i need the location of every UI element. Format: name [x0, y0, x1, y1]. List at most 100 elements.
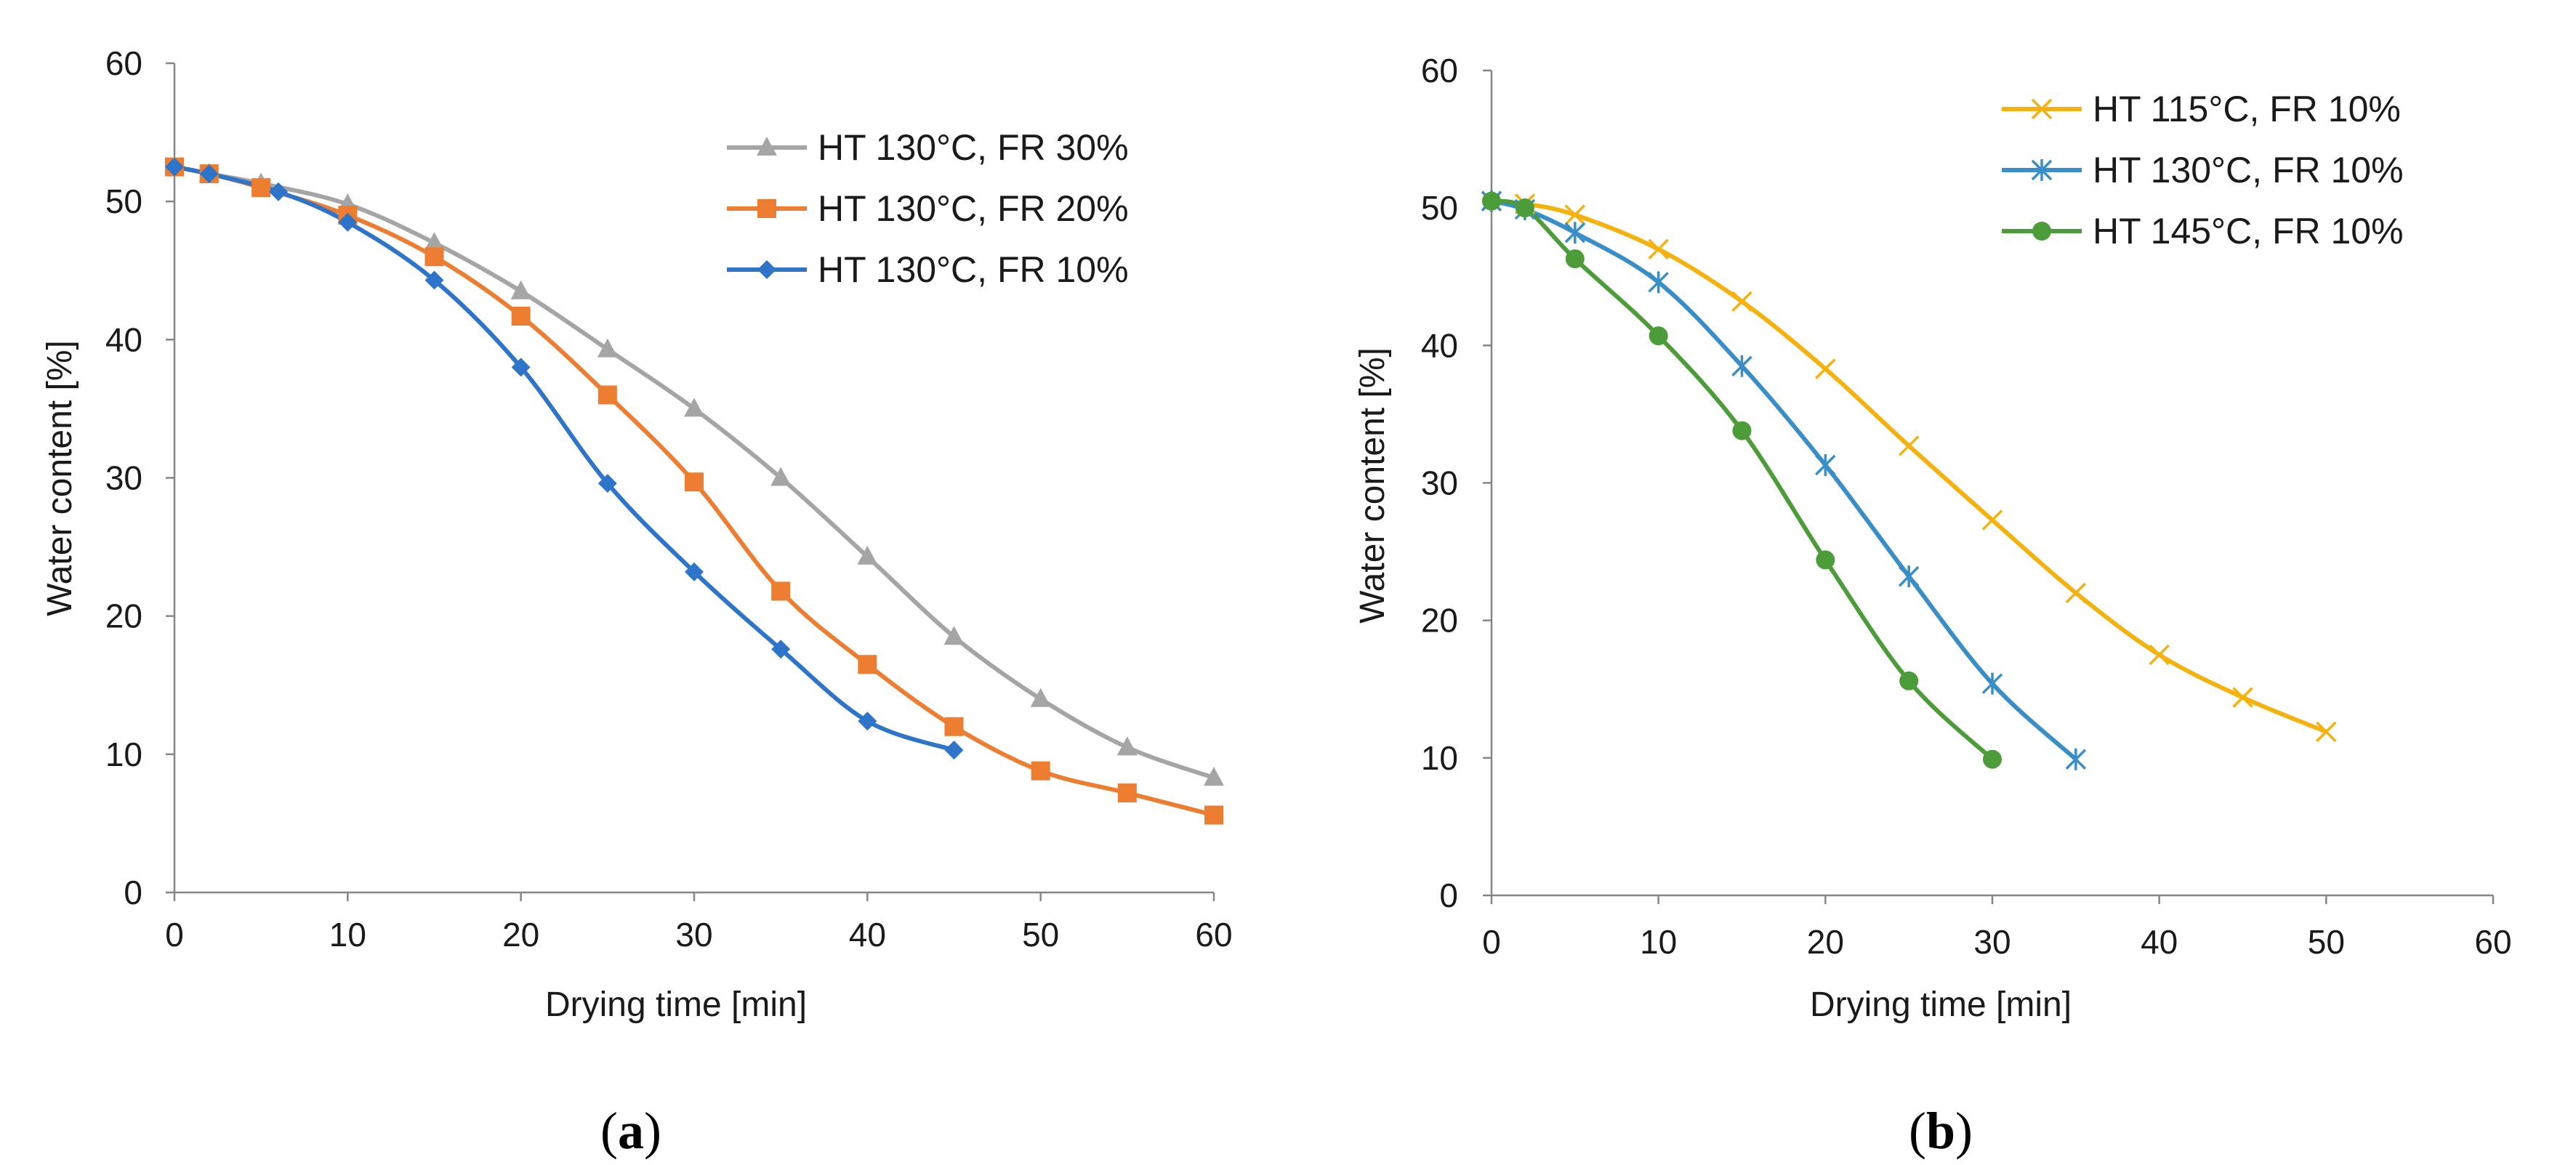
chart-a-series-2-point: [199, 164, 219, 184]
chart-a-x-tick-label: 30: [675, 916, 712, 954]
chart-b-series-1-point: [1898, 565, 1920, 588]
chart-a-series-0-point: [510, 280, 531, 299]
chart-a-y-tick-label: 40: [105, 321, 142, 358]
chart-b-series-0-point: [2316, 721, 2337, 743]
chart-a-x-tick-label: 0: [165, 916, 184, 954]
panel-label-a-letter: a: [618, 1102, 644, 1160]
chart-b-series-2-point: [1649, 326, 1668, 346]
chart-b-y-tick-label: 30: [1421, 464, 1458, 502]
chart-b-series-0-point: [1815, 358, 1836, 379]
chart-b-legend-marker-0: [2031, 98, 2053, 120]
chart-b-x-tick-label: 20: [1807, 923, 1844, 961]
chart-a-series-0-point: [1030, 688, 1051, 707]
chart-a-y-tick-label: 10: [105, 735, 142, 773]
chart-b-series-2-point: [1732, 421, 1752, 440]
chart-a-series-2-point: [771, 640, 791, 659]
chart-b-series-0-point: [1898, 435, 1920, 456]
chart-b-x-tick-label: 60: [2474, 923, 2511, 961]
chart-a-series-2-point: [858, 712, 877, 731]
chart-b-x-tick-label: 10: [1640, 923, 1677, 961]
chart-b-series-0-point: [1731, 291, 1752, 313]
chart-b-y-tick-label: 60: [1421, 52, 1458, 89]
chart-b-y-tick-label: 20: [1421, 602, 1458, 640]
chart-a-series-2-point: [685, 562, 704, 581]
chart-b-series-1-point: [1648, 271, 1669, 294]
chart-b-series-1-point: [1731, 355, 1752, 377]
chart-b-series-0-point: [2232, 687, 2253, 708]
chart-a-series-1-point: [944, 717, 964, 736]
chart-b-legend-marker-2: [2032, 222, 2051, 241]
chart-a-series-1-point: [685, 472, 704, 492]
chart-a-series-0-point: [857, 545, 878, 565]
chart-a-markers: [164, 156, 1224, 825]
chart-panel-a: 0 10 20 30 40 50 60 0 10 20 30 40 50 60 Drying time […: [41, 44, 1233, 1160]
chart-b-legend-marker-1: [2031, 159, 2053, 181]
chart-b-series-line-1: [1489, 198, 2078, 762]
chart-b-markers: [1481, 190, 2337, 770]
chart-b-x-tick-label: 50: [2308, 923, 2345, 961]
chart-a-legend-label-0: HT 130°C, FR 30%: [818, 127, 1129, 168]
chart-a-series-0-point: [684, 398, 704, 417]
chart-a-legend-marker-2: [757, 260, 776, 279]
chart-a-y-axis-label: Water content [%]: [41, 340, 79, 616]
chart-b-series-2-point: [1816, 550, 1835, 570]
chart-a-ticks: 0 10 20 30 40 50 60 0 10 20 30 40 50 60: [105, 44, 1233, 954]
chart-a-series-1-point: [1117, 783, 1137, 803]
chart-b-series-0-point: [2149, 644, 2170, 666]
chart-a-series-0-point: [770, 467, 792, 486]
chart-a-x-tick-label: 60: [1195, 916, 1232, 954]
chart-b-y-tick-label: 50: [1421, 189, 1458, 227]
chart-a-y-tick-label: 50: [105, 182, 142, 220]
chart-b-y-tick-label: 40: [1421, 326, 1458, 364]
chart-a-y-tick-label: 60: [105, 44, 142, 82]
chart-a-series-2-point: [424, 270, 444, 290]
chart-b-series-line-0: [1489, 198, 2329, 734]
chart-a-series-2-point: [944, 741, 964, 760]
chart-b-series-1-point: [2065, 748, 2087, 770]
chart-a-series-0-point: [1204, 767, 1224, 786]
chart-a-series-2-point: [165, 157, 184, 177]
panel-label-a: (a): [600, 1102, 661, 1160]
chart-b-x-tick-label: 40: [2141, 923, 2178, 961]
chart-a-legend-label-1: HT 130°C, FR 20%: [818, 188, 1129, 229]
chart-a-y-tick-label: 20: [105, 597, 142, 635]
chart-a-x-tick-label: 40: [849, 916, 886, 954]
chart-a-series-0-point: [424, 232, 445, 251]
chart-a-series-2-point: [511, 358, 531, 377]
chart-a-series-1-point: [511, 307, 531, 326]
chart-b-series-0-point: [1564, 204, 1586, 225]
chart-a-series-0-point: [597, 338, 618, 358]
chart-b-y-tick-label: 10: [1421, 739, 1458, 777]
chart-a-y-tick-label: 0: [124, 874, 142, 911]
chart-a-x-axis-label: Drying time [min]: [545, 985, 807, 1024]
chart-a-legend-marker-1: [757, 199, 776, 218]
panel-label-b: (b): [1909, 1102, 1973, 1160]
chart-a-series-2-point: [597, 474, 617, 493]
chart-b-legend-label-0: HT 115°C, FR 10%: [2093, 89, 2401, 129]
chart-b-series-2-point: [1515, 198, 1534, 218]
chart-a-series-line-1: [172, 164, 1216, 818]
chart-a-series-1-point: [424, 247, 444, 267]
chart-a-series-2-point: [269, 182, 288, 201]
chart-a-x-tick-label: 10: [329, 916, 366, 954]
chart-b-legend-label-1: HT 130°C, FR 10%: [2093, 150, 2404, 190]
chart-b-series-2-point: [1565, 249, 1585, 269]
chart-a-series-1-point: [1204, 805, 1223, 825]
chart-a-legend-marker-0: [757, 137, 777, 156]
chart-b-series-1-point: [1564, 222, 1586, 244]
chart-a-series-0-point: [1116, 736, 1138, 756]
chart-a-x-tick-label: 50: [1022, 916, 1059, 954]
chart-b-x-tick-label: 30: [1973, 923, 2011, 961]
chart-b-ticks: 0 10 20 30 40 50 60 0 10 20 30 40 50 60: [1421, 52, 2512, 961]
chart-b-y-axis-label: Water content [%]: [1353, 347, 1392, 624]
chart-a-x-tick-label: 20: [502, 916, 539, 954]
chart-b-series-0-point: [1648, 238, 1669, 260]
chart-a-series-0-point: [943, 626, 965, 645]
chart-b-series-2-point: [1482, 191, 1501, 211]
chart-a-legend: HT 130°C, FR 30% HT 130°C, FR 20% HT 130°C…: [727, 127, 1129, 290]
chart-b-x-tick-label: 0: [1482, 923, 1501, 961]
chart-a-series-1-point: [771, 581, 791, 601]
chart-a-series-1-point: [597, 385, 617, 405]
chart-a-legend-label-2: HT 130°C, FR 10%: [818, 249, 1129, 290]
